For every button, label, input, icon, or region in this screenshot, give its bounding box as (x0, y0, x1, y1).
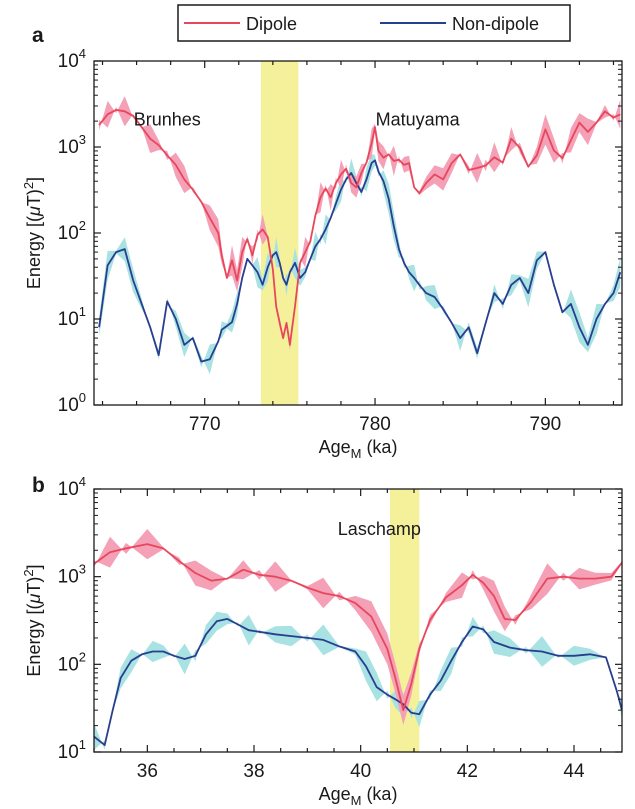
x-tick-label: 40 (350, 761, 371, 782)
x-axis-label: AgeM (ka) (319, 784, 398, 808)
y-tick-exponent: 4 (79, 46, 86, 61)
dipole-uncertainty-band (94, 529, 622, 725)
y-tick-base: 10 (58, 654, 79, 675)
y-tick-label: 101 (58, 304, 86, 330)
y-tick-exponent: 0 (79, 390, 86, 405)
legend-box (177, 4, 571, 42)
plot-area (94, 529, 622, 750)
y-tick-base: 10 (58, 309, 79, 330)
y-tick-base: 10 (58, 479, 79, 500)
annotation-laschamp: Laschamp (338, 519, 421, 539)
x-tick-label: 42 (457, 761, 478, 782)
y-axis-label: Energy [(μT)2] (21, 177, 44, 289)
y-tick-label: 103 (58, 132, 86, 158)
axes-frame (93, 488, 623, 753)
y-tick-label: 100 (58, 390, 86, 416)
annotation-brunhes: Brunhes (134, 109, 201, 129)
x-tick-label: 36 (137, 761, 158, 782)
y-tick-exponent: 3 (79, 562, 86, 577)
y-tick-base: 10 (58, 137, 79, 158)
panel-letter-b: b (32, 474, 45, 497)
nondipole-series-line (94, 618, 622, 746)
dipole-series-line (98, 109, 621, 346)
y-tick-exponent: 2 (79, 649, 86, 664)
legend: Dipole Non-dipole (177, 4, 571, 42)
nondipole-series-line (98, 159, 622, 363)
annotation-matuyama: Matuyama (376, 109, 461, 129)
plot-area (98, 96, 622, 375)
panel-letter-a: a (32, 24, 44, 47)
legend-nondipole-label: Non-dipole (452, 14, 539, 34)
y-tick-label: 101 (58, 737, 86, 763)
y-tick-exponent: 3 (79, 132, 86, 147)
x-tick-label: 44 (563, 761, 585, 782)
y-tick-exponent: 4 (79, 474, 86, 489)
x-tick-label: 790 (530, 414, 562, 435)
y-tick-exponent: 1 (79, 737, 86, 752)
x-tick-label: 780 (359, 414, 391, 435)
x-tick-label: 38 (243, 761, 264, 782)
y-tick-label: 103 (58, 562, 86, 588)
nondipole-uncertainty-band (94, 611, 622, 750)
y-tick-base: 10 (58, 395, 79, 416)
y-tick-label: 102 (58, 649, 86, 675)
x-tick-label: 770 (189, 414, 221, 435)
x-axis-label: AgeM (ka) (319, 437, 398, 461)
y-tick-base: 10 (58, 51, 79, 72)
dipole-uncertainty-band (99, 96, 621, 351)
nondipole-uncertainty-band (99, 154, 621, 375)
y-tick-label: 104 (58, 46, 86, 72)
transition-interval-shade (260, 61, 299, 405)
y-tick-base: 10 (58, 223, 79, 244)
legend-dipole-label: Dipole (246, 14, 297, 34)
y-tick-exponent: 1 (79, 304, 86, 319)
y-tick-base: 10 (58, 742, 79, 763)
y-tick-label: 102 (58, 218, 86, 244)
dipole-series-line (94, 543, 622, 712)
y-tick-label: 104 (58, 474, 86, 500)
y-axis-label: Energy [(μT)2] (21, 564, 44, 676)
y-tick-base: 10 (58, 567, 79, 588)
y-tick-exponent: 2 (79, 218, 86, 233)
